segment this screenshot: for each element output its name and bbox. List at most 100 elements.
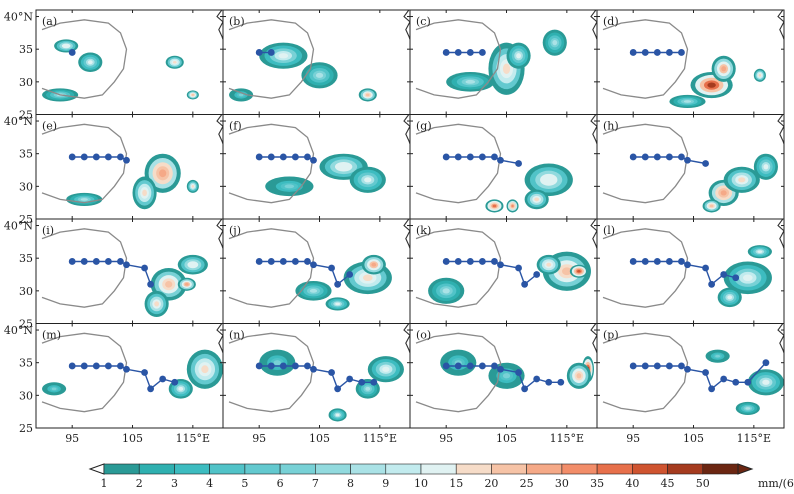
colorbar-tick-label: 15 bbox=[449, 477, 463, 490]
coastline bbox=[216, 114, 223, 145]
track-point bbox=[708, 280, 716, 288]
rain-contour bbox=[189, 262, 196, 267]
panel-label: (d) bbox=[603, 15, 619, 28]
colorbar-tick-label: 9 bbox=[382, 477, 389, 490]
panel-label: (l) bbox=[603, 224, 615, 237]
colorbar-tick-label: 35 bbox=[590, 477, 604, 490]
track-point bbox=[629, 49, 637, 56]
vortex-track bbox=[446, 260, 538, 286]
rain-contour bbox=[465, 79, 476, 84]
colorbar-swatch bbox=[455, 463, 492, 475]
track-point bbox=[684, 261, 691, 269]
track-point bbox=[92, 362, 100, 370]
panel-label: (j) bbox=[229, 224, 241, 237]
coastline bbox=[777, 323, 784, 354]
track-point bbox=[533, 375, 541, 383]
rain-contour bbox=[516, 53, 521, 59]
track-point bbox=[334, 280, 342, 288]
colorbar-tick-label: 7 bbox=[312, 477, 319, 490]
rain-contour bbox=[338, 164, 349, 170]
track-point bbox=[267, 153, 275, 161]
y-tick-label: 25 bbox=[19, 213, 33, 226]
track-point bbox=[653, 49, 661, 56]
track-point bbox=[720, 375, 728, 383]
rain-contour bbox=[502, 63, 511, 75]
colorbar-tick-label: 30 bbox=[555, 477, 569, 490]
colorbar-swatch bbox=[667, 463, 704, 475]
rain-field bbox=[41, 10, 223, 102]
plateau-outline bbox=[228, 123, 315, 204]
rain-contour bbox=[165, 281, 173, 288]
rain-contour bbox=[284, 184, 295, 189]
colorbar-tick-label: 8 bbox=[347, 477, 354, 490]
rain-field bbox=[228, 114, 410, 204]
track-point bbox=[702, 369, 709, 376]
rain-contour bbox=[721, 66, 727, 72]
track-point bbox=[147, 280, 155, 288]
x-tick-label: 105 bbox=[683, 432, 704, 445]
track-point bbox=[454, 49, 462, 56]
track-point bbox=[678, 362, 685, 370]
track-point bbox=[665, 258, 673, 265]
x-tick-label: 105 bbox=[496, 432, 517, 445]
track-point bbox=[291, 153, 299, 161]
colorbar-swatch bbox=[138, 463, 175, 475]
colorbar-swatch bbox=[632, 463, 668, 475]
rain-contour bbox=[745, 407, 751, 410]
rain-contour bbox=[382, 366, 390, 372]
map-panel: (a) bbox=[35, 9, 224, 115]
rain-contour bbox=[51, 387, 57, 391]
track-point bbox=[454, 362, 462, 370]
track-point bbox=[641, 258, 649, 265]
track-point bbox=[466, 258, 474, 265]
track-point bbox=[304, 258, 311, 265]
panel-label: (c) bbox=[416, 15, 431, 28]
track-point bbox=[442, 49, 450, 56]
track-point bbox=[123, 156, 130, 164]
rain-contour bbox=[707, 82, 716, 88]
plateau-outline bbox=[41, 332, 128, 413]
rain-contour bbox=[502, 373, 511, 379]
track-point bbox=[684, 365, 691, 373]
track-point bbox=[521, 280, 529, 288]
coastline bbox=[590, 219, 597, 249]
y-tick-label: 30 bbox=[19, 76, 33, 89]
track-point bbox=[515, 160, 522, 167]
rain-contour bbox=[159, 169, 167, 178]
track-point bbox=[497, 261, 504, 269]
track-point bbox=[310, 365, 317, 373]
coastline bbox=[216, 219, 223, 249]
map-panel: (m) bbox=[35, 323, 224, 429]
x-tick-label: 95 bbox=[439, 432, 453, 445]
rain-contour bbox=[762, 379, 770, 385]
coastline bbox=[403, 114, 410, 145]
rain-contour bbox=[727, 295, 733, 300]
vortex-track bbox=[72, 260, 152, 285]
x-tick-label: 95 bbox=[65, 432, 79, 445]
rain-field bbox=[415, 323, 597, 413]
colorbar-tick-label: 6 bbox=[277, 477, 284, 490]
colorbar-tick-label: 40 bbox=[625, 477, 639, 490]
colorbar-swatch bbox=[174, 463, 210, 475]
track-point bbox=[80, 362, 88, 370]
panel-label: (b) bbox=[229, 15, 245, 28]
rain-contour bbox=[546, 262, 552, 267]
track-point bbox=[147, 385, 155, 393]
track-point bbox=[491, 362, 498, 370]
coastline bbox=[777, 10, 784, 40]
rain-field bbox=[602, 323, 784, 415]
track-point bbox=[141, 369, 148, 376]
track-point bbox=[104, 153, 112, 161]
track-point bbox=[478, 258, 486, 265]
rain-field bbox=[415, 114, 597, 213]
panel-grid: (a) (b) (c) (d) (e) (f) (g) (h) (i) (j) (k) (l) (m) (… bbox=[35, 9, 785, 429]
rain-contour bbox=[442, 288, 450, 294]
y-tick-label: 35 bbox=[19, 43, 33, 56]
rain-contour bbox=[309, 288, 318, 293]
track-point bbox=[545, 378, 553, 386]
x-tick-label: 105 bbox=[122, 432, 143, 445]
track-point bbox=[678, 258, 685, 265]
track-point bbox=[104, 362, 112, 370]
